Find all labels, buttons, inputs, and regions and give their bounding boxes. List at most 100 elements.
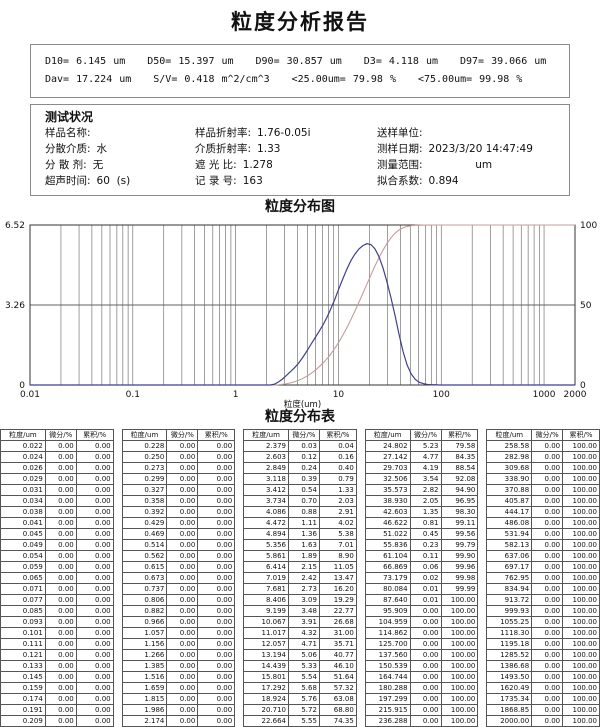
table-row: 1.516 0.00 0.00 — [121, 671, 236, 683]
table-cell: 5.55 — [287, 715, 320, 727]
table-cell: 0.00 — [44, 550, 77, 562]
table-row: 38.930 2.05 96.95 — [364, 495, 479, 507]
table-cell: 0.00 — [409, 627, 442, 639]
table-cell: 1.35 — [409, 506, 442, 518]
table-cell: 0.00 — [75, 484, 114, 496]
summary-unit: m^2/cm^3 — [221, 74, 270, 85]
table-cell: 79.58 — [440, 440, 479, 452]
table-cell: 32.506 — [364, 473, 411, 485]
table-cell: 5.68 — [287, 682, 320, 694]
table-row: 236.288 0.00 100.00 — [364, 715, 479, 727]
table-cell: 0.00 — [75, 517, 114, 529]
table-row: 2.603 0.12 0.16 — [243, 451, 357, 463]
table-cell: 0.00 — [531, 715, 564, 727]
table-cell: 0.085 — [0, 605, 46, 617]
table-cell: 100.00 — [562, 649, 600, 661]
table-cell: 0.00 — [75, 649, 114, 661]
status-item: 遮 光 比: 1.278 — [195, 157, 377, 173]
table-cell: 0.00 — [197, 495, 236, 507]
summary-item: D97= 39.066 um — [460, 53, 546, 71]
table-cell: 1.986 — [121, 704, 168, 716]
table-cell: 100.00 — [440, 616, 479, 628]
table-row: 3.412 0.54 1.33 — [243, 484, 357, 496]
table-cell: 1.385 — [121, 660, 168, 672]
table-cell: 0.00 — [166, 583, 199, 595]
table-cell: 531.94 — [486, 528, 533, 540]
left-axis-tick: 6.52 — [5, 221, 25, 231]
table-row: 1.815 0.00 0.00 — [121, 693, 236, 705]
table-cell: 0.00 — [44, 682, 77, 694]
table-cell: 1.89 — [287, 550, 320, 562]
table-cell: 27.142 — [364, 451, 411, 463]
table-cell: 13.47 — [318, 572, 357, 584]
table-cell: 5.72 — [287, 704, 320, 716]
table-row: 0.209 0.00 0.00 — [0, 715, 114, 727]
table-row: 2.379 0.03 0.04 — [243, 440, 357, 452]
x-axis-tick: 100 — [433, 390, 450, 400]
table-row: 1.156 0.00 0.00 — [121, 638, 236, 650]
differential-curve — [30, 243, 575, 386]
table-cell: 100.00 — [562, 517, 600, 529]
table-cell: 5.38 — [318, 528, 357, 540]
table-cell: 0.071 — [0, 583, 46, 595]
table-cell: 197.299 — [364, 693, 411, 705]
table-cell: 7.681 — [243, 583, 289, 595]
table-cell: 282.98 — [486, 451, 533, 463]
table-row: 27.142 4.77 84.35 — [364, 451, 479, 463]
table-cell: 0.00 — [409, 704, 442, 716]
table-row: 13.194 5.06 40.77 — [243, 649, 357, 661]
table-cell: 0.00 — [44, 715, 77, 727]
table-cell: 762.95 — [486, 572, 533, 584]
x-axis-tick: 2000 — [564, 390, 587, 400]
table-row: 309.68 0.00 100.00 — [486, 462, 600, 474]
table-row: 0.514 0.00 0.00 — [121, 539, 236, 551]
table-row: 1.659 0.00 0.00 — [121, 682, 236, 694]
table-row: 0.031 0.00 0.00 — [0, 484, 114, 496]
table-row: 1.057 0.00 0.00 — [121, 627, 236, 639]
table-cell: 100.00 — [562, 627, 600, 639]
table-cell: 0.00 — [197, 638, 236, 650]
table-cell: 0.00 — [166, 682, 199, 694]
table-cell: 100.00 — [562, 506, 600, 518]
table-header-row: 粒度/um 微分/% 累积/% — [486, 429, 600, 441]
table-cell: 1735.34 — [486, 693, 533, 705]
table-cell: 8.90 — [318, 550, 357, 562]
summary-value: 99.98 — [479, 74, 510, 85]
table-cell: 22.77 — [318, 605, 357, 617]
table-cell: 0.00 — [44, 594, 77, 606]
table-row: 1.266 0.00 0.00 — [121, 649, 236, 661]
table-row: 150.539 0.00 100.00 — [364, 660, 479, 672]
table-row: 0.054 0.00 0.00 — [0, 550, 114, 562]
table-cell: 18.924 — [243, 693, 289, 705]
table-cell: 1.815 — [121, 693, 168, 705]
status-value: 1.278 — [242, 159, 273, 171]
table-cell: 61.104 — [364, 550, 411, 562]
table-row: 80.084 0.01 99.99 — [364, 583, 479, 595]
table-row: 0.041 0.00 0.00 — [0, 517, 114, 529]
status-value: 163 — [242, 175, 263, 187]
table-cell: 0.358 — [121, 495, 168, 507]
table-row: 17.292 5.68 57.32 — [243, 682, 357, 694]
table-cell: 104.959 — [364, 616, 411, 628]
table-cell: 16.20 — [318, 583, 357, 595]
table-cell: 0.00 — [75, 528, 114, 540]
status-item: 分散介质: 水 — [45, 141, 195, 157]
table-cell: 0.11 — [409, 550, 442, 562]
status-value: 2023/3/20 14:47:49 — [428, 143, 533, 155]
table-cell: 2.82 — [409, 484, 442, 496]
table-cell: 0.429 — [121, 517, 168, 529]
table-cell: 1.63 — [287, 539, 320, 551]
table-cell: 0.00 — [166, 638, 199, 650]
table-cell: 100.00 — [440, 605, 479, 617]
table-cell: 0.00 — [166, 572, 199, 584]
table-cell: 0.00 — [166, 506, 199, 518]
column-header: 粒度/um — [364, 429, 411, 441]
right-axis-tick: 50 — [580, 301, 592, 311]
table-cell: 0.00 — [166, 440, 199, 452]
status-value: 1.33 — [257, 143, 281, 155]
table-cell: 0.00 — [75, 462, 114, 474]
column-header: 微分/% — [44, 429, 77, 441]
table-cell: 3.09 — [287, 594, 320, 606]
table-cell: 0.00 — [75, 572, 114, 584]
table-cell: 2000.00 — [486, 715, 533, 727]
